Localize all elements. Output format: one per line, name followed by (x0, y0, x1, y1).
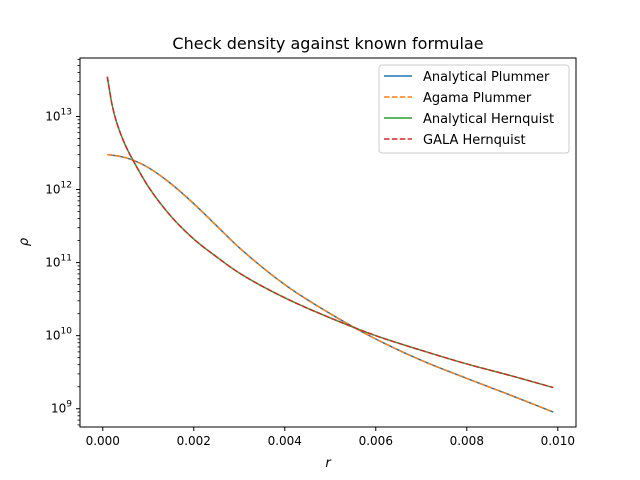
y-tick-label: 109 (51, 400, 72, 416)
x-tick-label: 0.000 (86, 434, 120, 448)
x-tick-label: 0.010 (541, 434, 575, 448)
x-tick-label: 0.006 (359, 434, 393, 448)
y-tick-label: 1012 (45, 181, 72, 197)
y-tick-label: 1013 (45, 107, 72, 123)
x-tick-label: 0.004 (268, 434, 302, 448)
axes-frame (79, 57, 577, 428)
series-line-analytical-plummer (107, 153, 554, 413)
legend-label: Agama Plummer (423, 91, 532, 106)
legend-label: GALA Hernquist (423, 133, 526, 148)
series-lines (106, 76, 554, 413)
x-tick-label: 0.002 (177, 434, 211, 448)
x-axis-label: r (325, 456, 332, 471)
series-line-gala-hernquist (106, 76, 554, 389)
x-axis-ticks: 0.000 0.002 0.004 0.006 0.008 0.010 (86, 427, 575, 448)
plot-area (79, 57, 577, 428)
legend-label: Analytical Plummer (423, 70, 550, 85)
x-tick-label: 0.008 (450, 434, 484, 448)
y-tick-label: 1011 (45, 254, 72, 270)
y-axis-label: ρ (17, 237, 32, 246)
y-axis-ticks: 109 1010 1011 1012 1013 (45, 59, 80, 426)
y-tick-label: 1010 (45, 327, 72, 343)
legend-box (378, 64, 570, 154)
legend-label: Analytical Hernquist (423, 112, 554, 127)
legend: Analytical Plummer Agama Plummer Analytica… (378, 64, 570, 154)
chart-title: Check density against known formulae (172, 34, 483, 53)
